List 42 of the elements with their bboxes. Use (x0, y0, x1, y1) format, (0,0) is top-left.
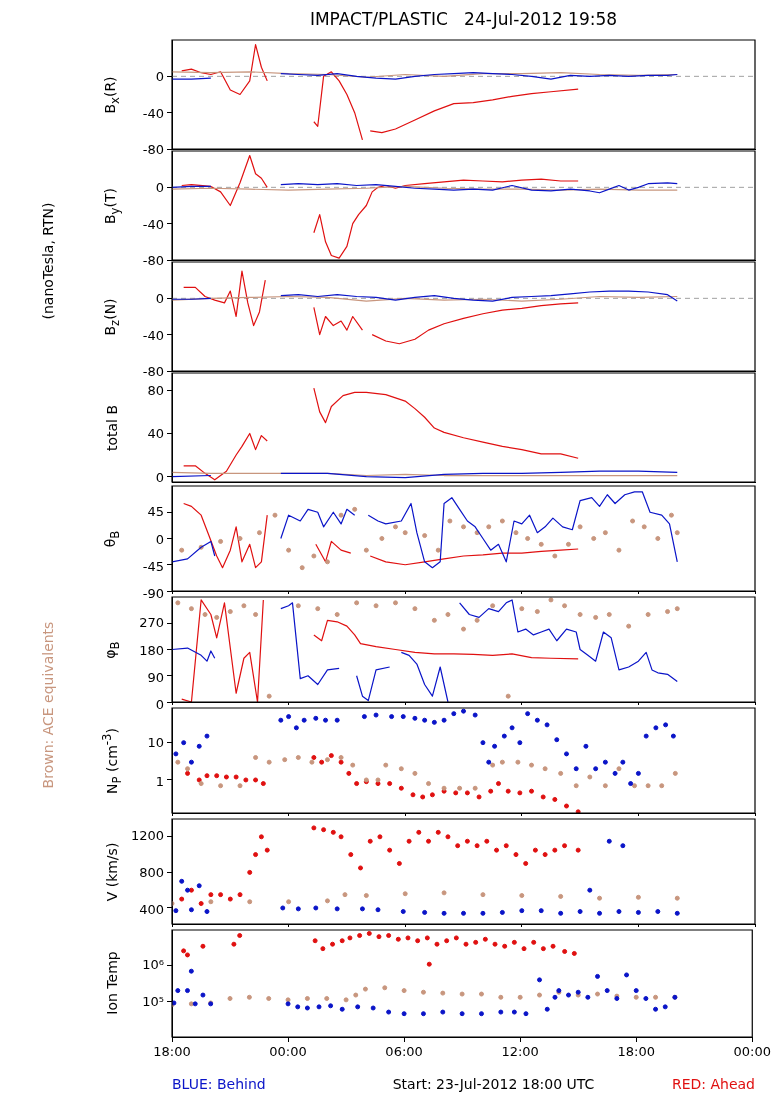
y-tick-label: -80 (142, 141, 164, 157)
y-tick-label: -40 (142, 216, 164, 232)
y-tick-label: 0 (155, 469, 164, 485)
y-tick-label: 800 (139, 864, 164, 880)
y-tick-label: 400 (139, 901, 164, 917)
x-tick-label: 00:00 (733, 1044, 771, 1060)
y-tick-label: 40 (147, 425, 164, 441)
x-tick-label: 18:00 (617, 1044, 655, 1060)
x-tick-label: 18:00 (153, 1044, 191, 1060)
x-tick-label: 00:00 (269, 1044, 307, 1060)
y-tick-label: 1200 (130, 827, 164, 843)
y-tick-label: -80 (142, 252, 164, 268)
y-tick-label: 0 (155, 290, 164, 306)
y-tick-label: 10⁶ (142, 956, 164, 972)
y-tick-label: 45 (147, 503, 164, 519)
text: Brown: ACE equivalents (40, 621, 56, 789)
x-tick-label: 06:00 (385, 1044, 423, 1060)
y-tick-label: 90 (147, 669, 164, 685)
chart-title: IMPACT/PLASTIC 24-Jul-2012 19:58 (308, 9, 619, 29)
x-tick-label: 12:00 (501, 1044, 539, 1060)
y-tick-label: -45 (142, 558, 164, 574)
text: RED: Ahead (671, 1076, 755, 1092)
y-tick-label: 0 (155, 179, 164, 195)
y-tick-label: -80 (142, 363, 164, 379)
y-tick-label: -90 (142, 585, 164, 601)
y-tick-label: 270 (139, 614, 164, 630)
y-tick-label: -40 (142, 105, 164, 121)
text: (nanoTesla, RTN) (40, 202, 56, 320)
text: BLUE: Behind (172, 1076, 266, 1092)
y-axis-title: total B (104, 404, 120, 451)
y-tick-label: 0 (155, 696, 164, 712)
y-tick-label: -40 (142, 327, 164, 343)
y-tick-label: 80 (147, 382, 164, 398)
y-axis-title: Ion Temp (104, 950, 120, 1015)
y-tick-label: 10⁵ (142, 993, 164, 1009)
text: Start: 23-Jul-2012 18:00 UTC (392, 1076, 595, 1092)
y-axis-title: V (km/s) (104, 842, 120, 901)
y-tick-label: 1 (155, 773, 164, 789)
y-tick-label: 10 (147, 734, 164, 750)
y-tick-label: 180 (139, 642, 164, 657)
y-tick-label: 0 (155, 531, 164, 546)
y-tick-label: 0 (155, 68, 164, 84)
